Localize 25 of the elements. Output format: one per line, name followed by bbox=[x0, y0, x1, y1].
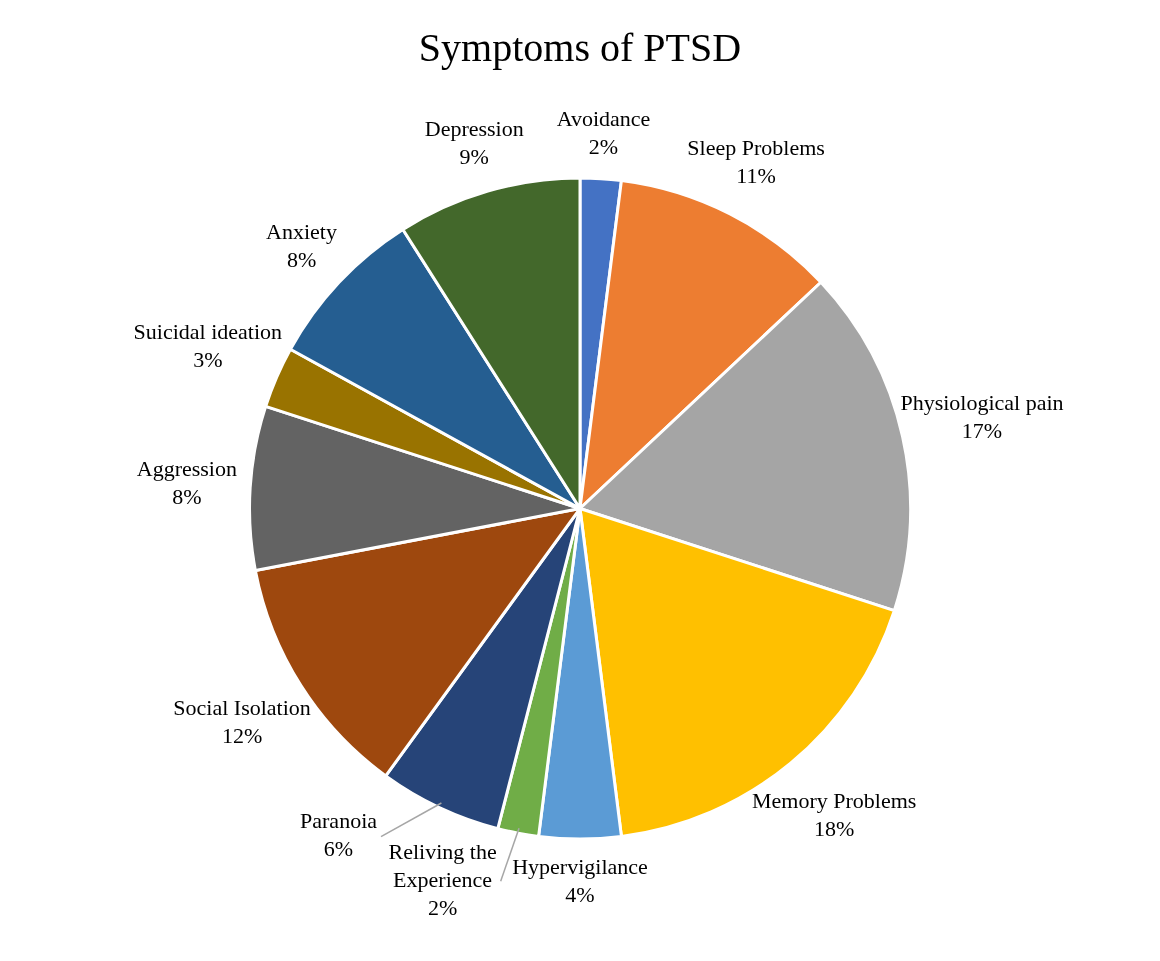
data-label: 8% bbox=[172, 483, 202, 509]
slice-label: Physiological pain bbox=[900, 390, 1064, 416]
data-label: 4% bbox=[565, 881, 595, 907]
slice-label: Depression bbox=[424, 116, 524, 142]
data-label: 2% bbox=[588, 134, 619, 160]
data-label: 17% bbox=[961, 418, 1003, 444]
data-label: 12% bbox=[221, 722, 263, 748]
data-label: 11% bbox=[736, 162, 776, 188]
data-label: 2% bbox=[427, 895, 458, 921]
chart-title: Symptoms of PTSD bbox=[418, 24, 742, 70]
slice-label: Paranoia bbox=[300, 808, 378, 834]
slice-label: Anxiety bbox=[266, 218, 337, 244]
slice-label: Aggression bbox=[136, 455, 237, 481]
slice-label: Social Isolation bbox=[173, 694, 311, 720]
data-label: 8% bbox=[286, 246, 317, 272]
slice-label: Hypervigilance bbox=[512, 853, 648, 879]
data-label: 6% bbox=[323, 836, 354, 862]
data-label: 3% bbox=[193, 347, 223, 373]
slice-label: Reliving the Experience bbox=[388, 839, 497, 893]
slice-label: Avoidance bbox=[556, 106, 651, 132]
data-label: 9% bbox=[459, 144, 489, 170]
slice-label: Suicidal ideation bbox=[133, 319, 283, 345]
slice-label: Memory Problems bbox=[752, 787, 917, 813]
slice-label: Sleep Problems bbox=[687, 134, 825, 160]
data-label: 18% bbox=[814, 815, 855, 841]
